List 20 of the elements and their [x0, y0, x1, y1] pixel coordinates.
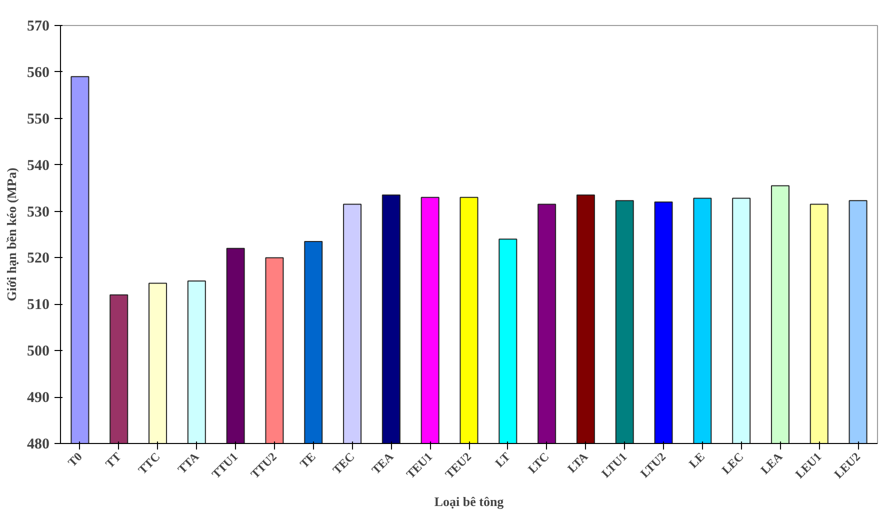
x-tick-label: LE — [686, 450, 708, 471]
y-tick-label: 500 — [27, 344, 50, 360]
x-tick-label: T0 — [65, 450, 85, 470]
y-tick-label: 560 — [27, 64, 50, 81]
x-tick-label: TE — [297, 450, 318, 471]
y-tick-label: 570 — [27, 18, 50, 34]
y-tick-label: 520 — [27, 250, 50, 267]
x-tick-label: TTA — [174, 449, 202, 476]
x-tick-label: LT — [492, 450, 513, 470]
x-tick-label: TT — [102, 450, 124, 471]
y-tick-label: 540 — [27, 158, 50, 174]
x-axis-title: Loại bê tông — [434, 494, 504, 510]
y-axis-title: Giới hạn bền kéo (MPa) — [4, 168, 19, 302]
y-tick-label: 480 — [27, 436, 50, 452]
x-tick-label: LTA — [564, 449, 591, 476]
y-tick-label: 490 — [27, 390, 50, 406]
x-tick-label: TEA — [368, 449, 396, 477]
y-tick-label: 510 — [27, 297, 50, 314]
y-tick-label: 550 — [27, 111, 50, 128]
y-tick-label: 530 — [27, 204, 50, 220]
